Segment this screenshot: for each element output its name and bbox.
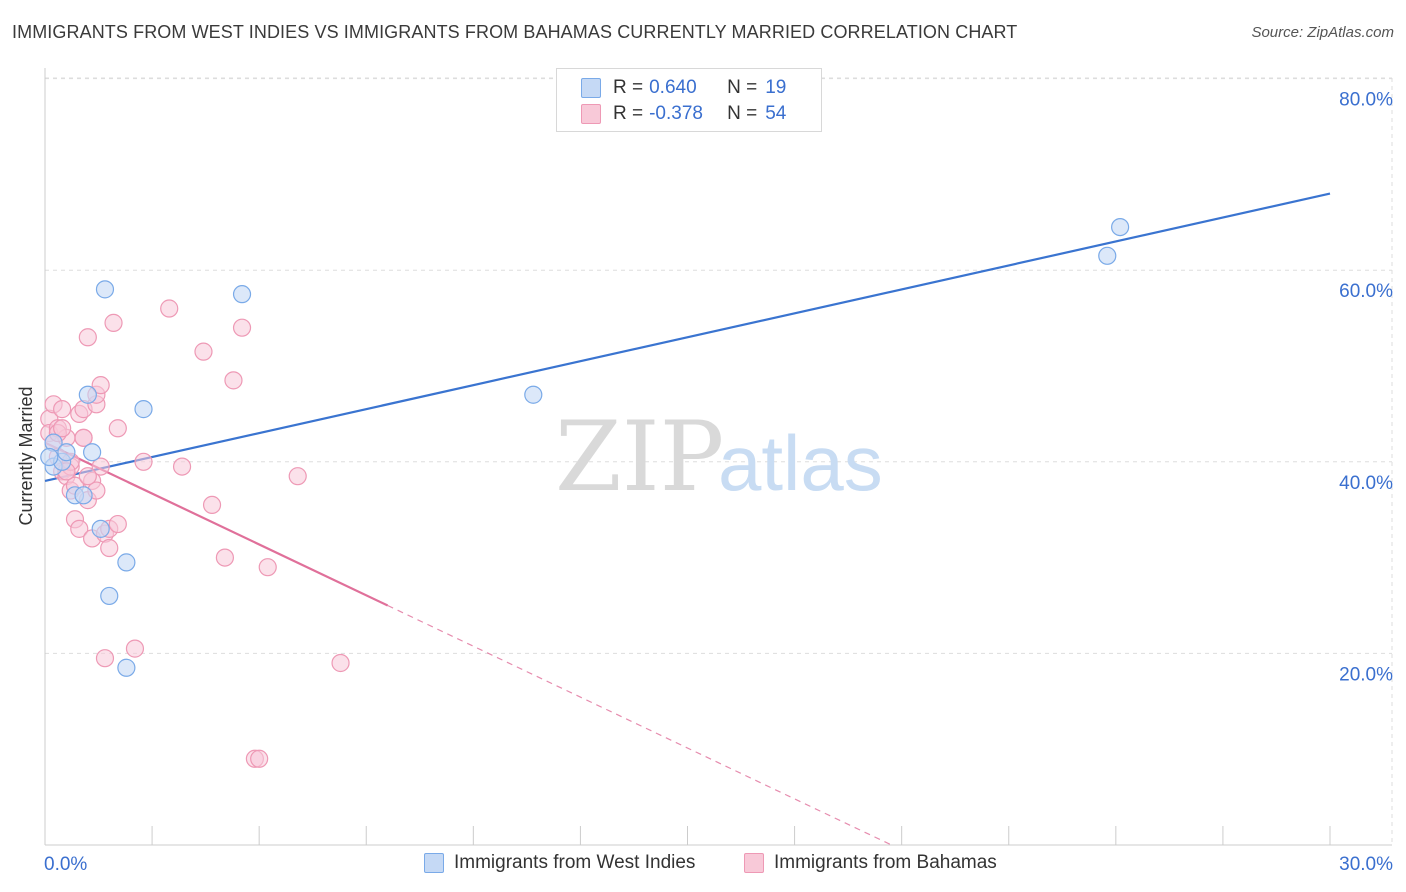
r-value: 0.640 xyxy=(649,77,697,98)
watermark: ZIP atlas xyxy=(555,401,883,513)
x-tick-label: 0.0% xyxy=(44,854,87,875)
data-point-bahamas xyxy=(288,467,307,486)
data-point-bahamas xyxy=(70,519,89,538)
legend-label: Immigrants from West Indies xyxy=(454,852,696,873)
watermark-atlas: atlas xyxy=(718,419,883,507)
n-label: N = xyxy=(727,77,758,98)
data-point-bahamas xyxy=(91,376,110,395)
data-point-bahamas xyxy=(215,548,234,567)
data-point-west-indies xyxy=(78,385,97,404)
data-point-bahamas xyxy=(53,419,72,438)
legend-swatch-blue xyxy=(581,78,601,98)
data-point-bahamas xyxy=(74,428,93,447)
data-point-bahamas xyxy=(160,299,179,318)
legend-label: Immigrants from Bahamas xyxy=(774,852,997,873)
data-point-west-indies xyxy=(134,400,153,419)
data-point-west-indies xyxy=(117,553,136,572)
data-point-west-indies xyxy=(1098,246,1117,265)
legend-row-bahamas: R = -0.378 N = 54 xyxy=(581,101,786,127)
legend-swatch-blue xyxy=(424,853,444,873)
data-point-bahamas xyxy=(202,495,222,515)
legend-item-west-indies[interactable]: Immigrants from West Indies xyxy=(424,852,695,874)
data-point-bahamas xyxy=(258,558,277,577)
data-point-west-indies xyxy=(91,519,110,538)
data-point-west-indies xyxy=(1111,217,1130,237)
data-point-west-indies xyxy=(40,447,59,467)
data-point-bahamas xyxy=(78,467,97,486)
chart-title: IMMIGRANTS FROM WEST INDIES VS IMMIGRANT… xyxy=(12,22,1018,42)
legend-swatch-pink xyxy=(744,853,764,873)
legend-swatch-pink xyxy=(581,104,601,124)
data-point-bahamas xyxy=(134,452,153,471)
data-point-bahamas xyxy=(125,639,145,658)
trend-line-bahamas-extension xyxy=(387,604,892,846)
y-axis-label: Currently Married xyxy=(16,386,36,525)
n-value: 54 xyxy=(765,103,787,124)
data-point-west-indies xyxy=(117,658,136,677)
data-point-bahamas xyxy=(91,457,110,476)
data-point-bahamas xyxy=(108,419,127,438)
data-point-west-indies xyxy=(74,486,93,505)
x-tick-label: 30.0% xyxy=(1339,854,1393,875)
data-points xyxy=(40,217,1130,768)
data-point-bahamas xyxy=(194,342,213,361)
trend-line-west-indies xyxy=(44,192,1331,483)
data-point-west-indies xyxy=(83,443,102,462)
y-tick-labels: 20.0% 40.0% 60.0% 80.0% xyxy=(1339,90,1393,686)
y-tick-label: 80.0% xyxy=(1339,90,1393,111)
data-point-west-indies xyxy=(57,443,76,462)
legend-item-bahamas[interactable]: Immigrants from Bahamas xyxy=(744,852,997,874)
data-point-bahamas xyxy=(95,649,115,668)
data-point-bahamas xyxy=(172,457,192,476)
data-point-west-indies xyxy=(524,385,543,404)
data-point-bahamas xyxy=(108,514,127,534)
r-value: -0.378 xyxy=(649,103,703,124)
data-point-bahamas xyxy=(232,318,252,337)
data-point-west-indies xyxy=(232,285,252,304)
n-value: 19 xyxy=(765,77,787,98)
data-point-bahamas xyxy=(104,313,123,332)
data-point-bahamas xyxy=(53,400,72,419)
data-point-west-indies xyxy=(100,586,119,606)
r-label: R = xyxy=(613,103,644,124)
data-point-bahamas xyxy=(250,749,269,768)
data-point-west-indies xyxy=(95,280,115,299)
n-label: N = xyxy=(727,103,758,124)
legend-row-west-indies: R = 0.640 N = 19 xyxy=(581,75,786,101)
data-point-bahamas xyxy=(331,653,350,673)
correlation-legend: R = 0.640 N = 19 R = -0.378 N = 54 xyxy=(556,68,822,132)
y-tick-label: 20.0% xyxy=(1339,664,1393,685)
y-tick-label: 60.0% xyxy=(1339,281,1393,302)
data-point-bahamas xyxy=(78,328,97,347)
watermark-zip: ZIP xyxy=(555,401,724,513)
x-tick-labels: 0.0% 30.0% xyxy=(44,854,1393,875)
y-tick-label: 40.0% xyxy=(1339,473,1393,494)
data-point-bahamas xyxy=(100,538,119,558)
source-note: Source: ZipAtlas.com xyxy=(1251,24,1394,41)
r-label: R = xyxy=(613,77,644,98)
series-legend: Immigrants from West Indies Immigrants f… xyxy=(0,852,1406,878)
data-point-bahamas xyxy=(224,371,243,390)
